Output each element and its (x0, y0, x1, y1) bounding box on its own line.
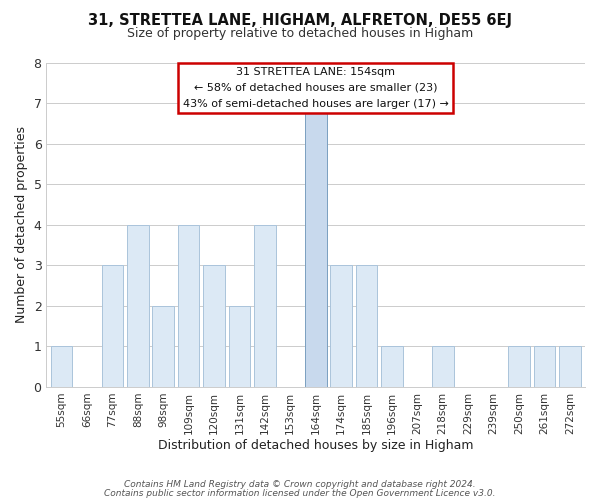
Bar (331, 266, 352, 387)
Bar (254, 224, 275, 387)
Text: 31 STRETTEA LANE: 154sqm
← 58% of detached houses are smaller (23)
43% of semi-d: 31 STRETTEA LANE: 154sqm ← 58% of detach… (183, 68, 449, 108)
Text: Size of property relative to detached houses in Higham: Size of property relative to detached ho… (127, 28, 473, 40)
Bar (127, 224, 149, 387)
Bar (559, 346, 581, 387)
Text: 31, STRETTEA LANE, HIGHAM, ALFRETON, DE55 6EJ: 31, STRETTEA LANE, HIGHAM, ALFRETON, DE5… (88, 12, 512, 28)
Bar (508, 346, 530, 387)
Bar (381, 346, 403, 387)
Bar (229, 306, 250, 387)
Bar (178, 224, 199, 387)
Bar (203, 266, 225, 387)
Bar (432, 346, 454, 387)
Y-axis label: Number of detached properties: Number of detached properties (15, 126, 28, 323)
Bar (356, 266, 377, 387)
Bar (51, 346, 73, 387)
Bar (305, 103, 326, 387)
Bar (533, 346, 555, 387)
Text: Contains public sector information licensed under the Open Government Licence v3: Contains public sector information licen… (104, 489, 496, 498)
X-axis label: Distribution of detached houses by size in Higham: Distribution of detached houses by size … (158, 440, 473, 452)
Bar (101, 266, 123, 387)
Text: Contains HM Land Registry data © Crown copyright and database right 2024.: Contains HM Land Registry data © Crown c… (124, 480, 476, 489)
Bar (152, 306, 174, 387)
